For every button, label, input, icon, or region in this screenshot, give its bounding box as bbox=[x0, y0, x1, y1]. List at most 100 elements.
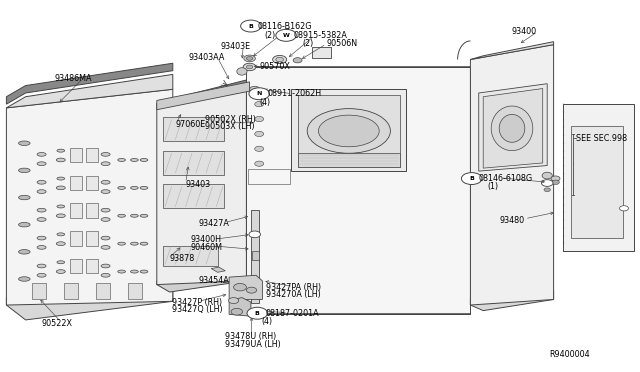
Text: 08187-0201A: 08187-0201A bbox=[266, 309, 319, 318]
Ellipse shape bbox=[140, 186, 148, 189]
Ellipse shape bbox=[131, 214, 138, 217]
Text: (4): (4) bbox=[259, 98, 270, 107]
Polygon shape bbox=[157, 80, 246, 108]
Text: 90502X (RH): 90502X (RH) bbox=[205, 115, 255, 124]
Ellipse shape bbox=[118, 242, 125, 245]
Ellipse shape bbox=[19, 141, 30, 145]
Ellipse shape bbox=[56, 214, 65, 218]
Bar bbox=[163, 184, 224, 208]
Polygon shape bbox=[229, 275, 262, 299]
Ellipse shape bbox=[228, 298, 239, 304]
Circle shape bbox=[249, 88, 269, 100]
Text: W: W bbox=[283, 33, 289, 38]
Text: 93427A: 93427A bbox=[198, 219, 229, 228]
Text: 90522X: 90522X bbox=[42, 319, 72, 328]
Bar bbox=[96, 283, 110, 299]
Text: 08915-5382A: 08915-5382A bbox=[293, 31, 347, 40]
Ellipse shape bbox=[101, 273, 110, 277]
Bar bbox=[70, 259, 82, 273]
Ellipse shape bbox=[101, 264, 110, 268]
Polygon shape bbox=[251, 210, 259, 303]
Text: 93427P (RH): 93427P (RH) bbox=[172, 298, 221, 307]
Ellipse shape bbox=[57, 261, 65, 264]
Text: 93454A: 93454A bbox=[198, 276, 229, 285]
Text: (4): (4) bbox=[261, 317, 272, 326]
Ellipse shape bbox=[19, 277, 30, 281]
Polygon shape bbox=[483, 89, 543, 168]
Ellipse shape bbox=[255, 116, 264, 122]
Ellipse shape bbox=[273, 55, 287, 64]
Text: 93427PA (RH): 93427PA (RH) bbox=[266, 283, 321, 292]
Circle shape bbox=[247, 307, 268, 319]
Text: N: N bbox=[257, 91, 262, 96]
Text: 93486MA: 93486MA bbox=[54, 74, 92, 83]
Ellipse shape bbox=[57, 149, 65, 152]
Ellipse shape bbox=[244, 55, 255, 62]
Ellipse shape bbox=[307, 109, 390, 153]
Ellipse shape bbox=[37, 180, 46, 184]
Ellipse shape bbox=[237, 68, 247, 75]
Ellipse shape bbox=[140, 270, 148, 273]
Bar bbox=[86, 259, 98, 273]
Ellipse shape bbox=[57, 233, 65, 236]
Bar bbox=[86, 231, 98, 246]
Ellipse shape bbox=[246, 287, 257, 293]
Bar bbox=[163, 151, 224, 175]
Bar bbox=[64, 283, 78, 299]
Text: B: B bbox=[469, 176, 474, 181]
Ellipse shape bbox=[101, 153, 110, 156]
Ellipse shape bbox=[37, 190, 46, 193]
Ellipse shape bbox=[255, 131, 264, 137]
Bar bbox=[86, 148, 98, 162]
Ellipse shape bbox=[101, 236, 110, 240]
Ellipse shape bbox=[37, 218, 46, 221]
Bar bbox=[312, 47, 331, 58]
Polygon shape bbox=[157, 82, 250, 110]
Circle shape bbox=[241, 20, 261, 32]
Text: 90506N: 90506N bbox=[326, 39, 358, 48]
Text: 93400: 93400 bbox=[512, 27, 537, 36]
Ellipse shape bbox=[131, 158, 138, 161]
Ellipse shape bbox=[243, 63, 256, 71]
Ellipse shape bbox=[101, 180, 110, 184]
Ellipse shape bbox=[57, 205, 65, 208]
Polygon shape bbox=[298, 95, 400, 167]
Polygon shape bbox=[479, 84, 547, 171]
Text: (1): (1) bbox=[488, 182, 499, 191]
Polygon shape bbox=[157, 91, 246, 285]
Bar bbox=[163, 117, 224, 141]
Polygon shape bbox=[6, 74, 173, 108]
Polygon shape bbox=[6, 283, 173, 320]
Ellipse shape bbox=[57, 177, 65, 180]
Polygon shape bbox=[6, 63, 173, 104]
Circle shape bbox=[276, 29, 296, 41]
Text: 93403AA: 93403AA bbox=[189, 53, 225, 62]
Ellipse shape bbox=[37, 273, 46, 277]
Ellipse shape bbox=[37, 246, 46, 249]
Ellipse shape bbox=[37, 162, 46, 166]
Text: 93478U (RH): 93478U (RH) bbox=[225, 332, 276, 341]
Polygon shape bbox=[563, 104, 634, 251]
Text: 934270A (LH): 934270A (LH) bbox=[266, 290, 321, 299]
Bar bbox=[70, 231, 82, 246]
Ellipse shape bbox=[131, 270, 138, 273]
Bar bbox=[70, 176, 82, 190]
Bar bbox=[32, 283, 46, 299]
Ellipse shape bbox=[131, 186, 138, 189]
Ellipse shape bbox=[19, 195, 30, 200]
Ellipse shape bbox=[246, 57, 253, 60]
Ellipse shape bbox=[101, 218, 110, 221]
Ellipse shape bbox=[541, 180, 553, 186]
Ellipse shape bbox=[19, 250, 30, 254]
Ellipse shape bbox=[101, 208, 110, 212]
Ellipse shape bbox=[499, 114, 525, 142]
Polygon shape bbox=[157, 86, 246, 108]
Ellipse shape bbox=[118, 270, 125, 273]
Ellipse shape bbox=[231, 308, 243, 315]
Ellipse shape bbox=[620, 206, 628, 211]
Ellipse shape bbox=[37, 264, 46, 268]
Text: 08116-B162G: 08116-B162G bbox=[257, 22, 312, 31]
Ellipse shape bbox=[131, 242, 138, 245]
Ellipse shape bbox=[118, 186, 125, 189]
Text: 08146-6108G: 08146-6108G bbox=[479, 174, 533, 183]
